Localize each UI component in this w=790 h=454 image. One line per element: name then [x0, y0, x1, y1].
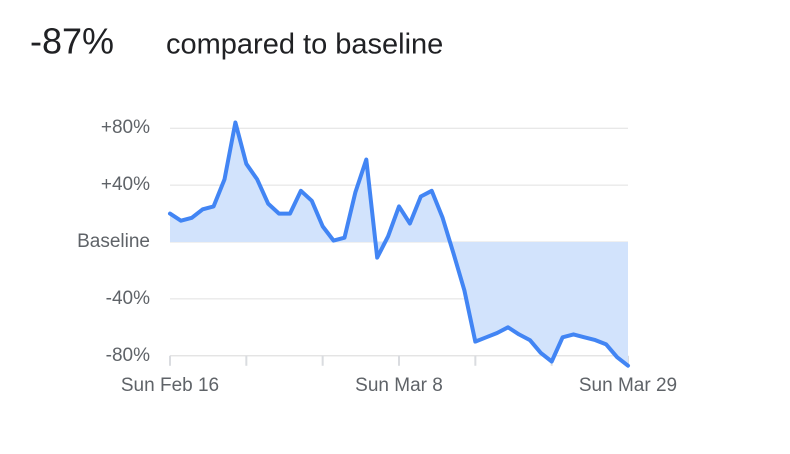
- y-tick-label: +80%: [101, 117, 150, 138]
- y-tick-label: -40%: [106, 288, 150, 309]
- chart-title: compared to baseline: [166, 29, 443, 61]
- x-tick-label: Sun Feb 16: [121, 375, 219, 396]
- y-tick-label: -80%: [106, 345, 150, 366]
- area: [170, 122, 628, 366]
- headline: -87%: [30, 21, 114, 62]
- x-tick-label: Sun Mar 8: [355, 375, 443, 396]
- y-tick-label: Baseline: [77, 231, 150, 252]
- y-tick-label: +40%: [101, 174, 150, 195]
- line: [168, 120, 630, 368]
- x-tick-label: Sun Mar 29: [579, 375, 677, 396]
